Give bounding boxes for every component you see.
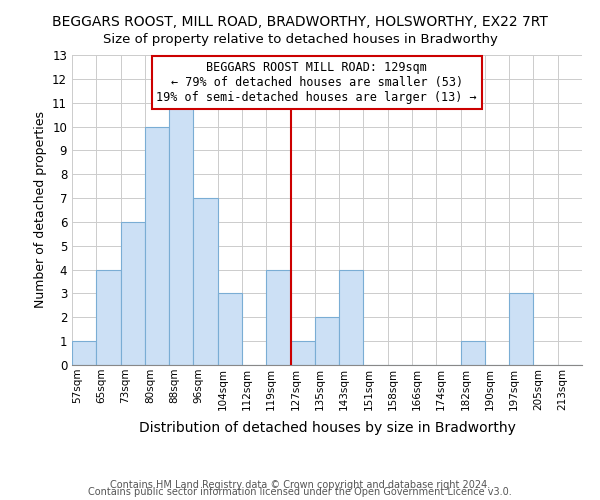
Bar xyxy=(461,341,485,365)
Bar xyxy=(169,102,193,365)
Bar xyxy=(339,270,364,365)
Text: Contains public sector information licensed under the Open Government Licence v3: Contains public sector information licen… xyxy=(88,487,512,497)
Bar xyxy=(509,294,533,365)
Bar xyxy=(72,341,96,365)
Text: BEGGARS ROOST MILL ROAD: 129sqm
← 79% of detached houses are smaller (53)
19% of: BEGGARS ROOST MILL ROAD: 129sqm ← 79% of… xyxy=(157,61,477,104)
Bar xyxy=(266,270,290,365)
Bar xyxy=(121,222,145,365)
X-axis label: Distribution of detached houses by size in Bradworthy: Distribution of detached houses by size … xyxy=(139,421,515,435)
Bar xyxy=(145,126,169,365)
Text: Size of property relative to detached houses in Bradworthy: Size of property relative to detached ho… xyxy=(103,32,497,46)
Text: Contains HM Land Registry data © Crown copyright and database right 2024.: Contains HM Land Registry data © Crown c… xyxy=(110,480,490,490)
Bar xyxy=(218,294,242,365)
Bar xyxy=(290,341,315,365)
Y-axis label: Number of detached properties: Number of detached properties xyxy=(34,112,47,308)
Text: BEGGARS ROOST, MILL ROAD, BRADWORTHY, HOLSWORTHY, EX22 7RT: BEGGARS ROOST, MILL ROAD, BRADWORTHY, HO… xyxy=(52,15,548,29)
Bar xyxy=(193,198,218,365)
Bar xyxy=(315,318,339,365)
Bar xyxy=(96,270,121,365)
